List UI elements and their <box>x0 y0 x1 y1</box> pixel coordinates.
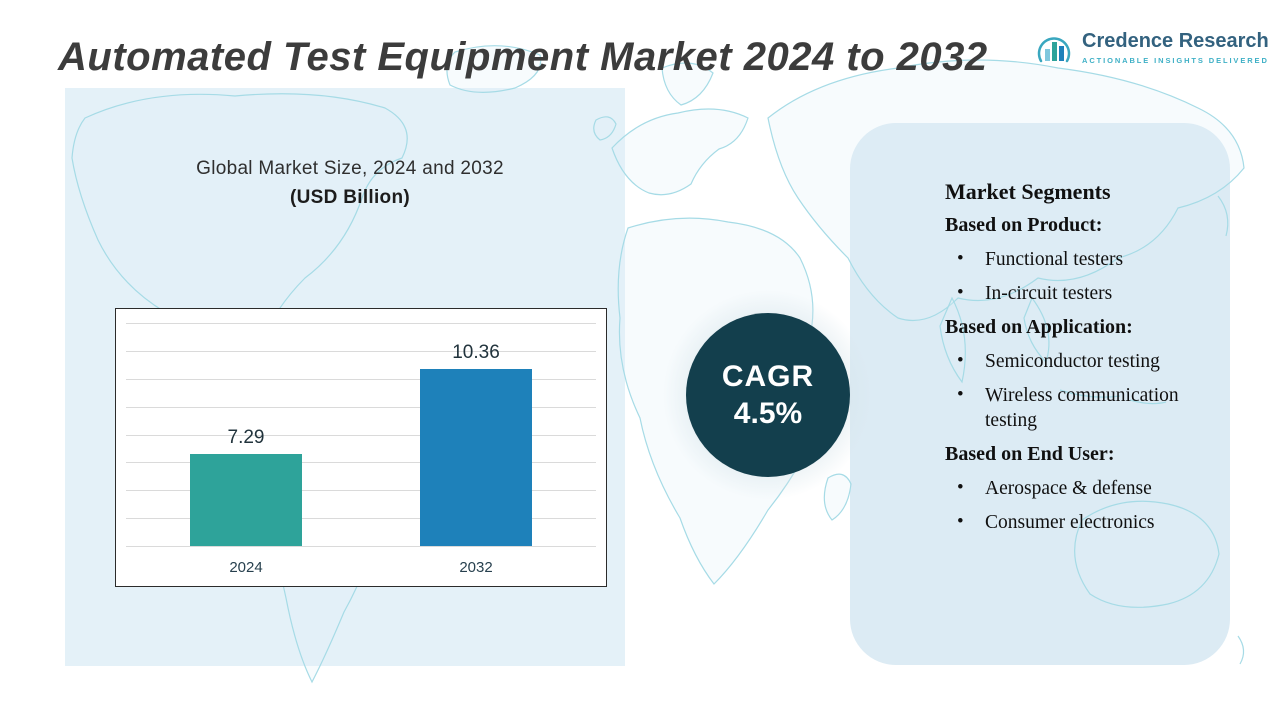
segments-list-product: Functional testers In-circuit testers <box>945 247 1216 307</box>
bar-rect-2024 <box>190 454 302 546</box>
page-title: Automated Test Equipment Market 2024 to … <box>58 34 988 79</box>
chart-title-line1: Global Market Size, 2024 and 2032 <box>196 158 504 179</box>
list-item: Aerospace & defense <box>945 476 1216 501</box>
cagr-badge: CAGR 4.5% <box>662 289 874 501</box>
logo-name: Credence Research <box>1082 30 1269 52</box>
segments-title: Market Segments <box>945 179 1111 204</box>
bar-value-2024: 7.29 <box>227 427 265 448</box>
credence-logo-text: Credence Research Actionable Insights De… <box>1082 30 1269 65</box>
chart-title: Global Market Size, 2024 and 2032 (USD B… <box>130 158 570 209</box>
cagr-circle: CAGR 4.5% <box>686 313 850 477</box>
segments-list-application: Semiconductor testing Wireless communica… <box>945 349 1216 434</box>
bar-rect-2032 <box>420 369 532 546</box>
list-item: Consumer electronics <box>945 510 1216 535</box>
list-item: In-circuit testers <box>945 281 1216 306</box>
segments-heading-product: Based on Product: <box>945 214 1103 236</box>
segments-content: Market Segments Based on Product: Functi… <box>850 123 1230 665</box>
credence-logo-icon <box>1037 37 1071 63</box>
credence-logo: Credence Research Actionable Insights De… <box>1034 30 1269 70</box>
segments-heading-application: Based on Application: <box>945 315 1133 338</box>
segments-heading-enduser: Based on End User: <box>945 442 1115 465</box>
x-axis-label-2024: 2024 <box>229 559 263 576</box>
list-item: Semiconductor testing <box>945 349 1216 374</box>
bar-2024: 7.29 <box>190 427 302 546</box>
logo-tagline: Actionable Insights Delivered <box>1082 56 1269 65</box>
bar-chart: 7.29 10.36 2024 2032 <box>115 308 607 587</box>
list-item: Functional testers <box>945 247 1216 272</box>
bar-2032: 10.36 <box>420 342 532 546</box>
x-axis-label-2032: 2032 <box>459 559 493 576</box>
segments-list-enduser: Aerospace & defense Consumer electronics <box>945 476 1216 536</box>
cagr-label: CAGR <box>721 359 815 393</box>
list-item: Wireless communication testing <box>945 383 1216 434</box>
bar-value-2032: 10.36 <box>452 342 500 363</box>
chart-title-line2: (USD Billion) <box>290 187 410 208</box>
cagr-value: 4.5% <box>733 396 803 430</box>
